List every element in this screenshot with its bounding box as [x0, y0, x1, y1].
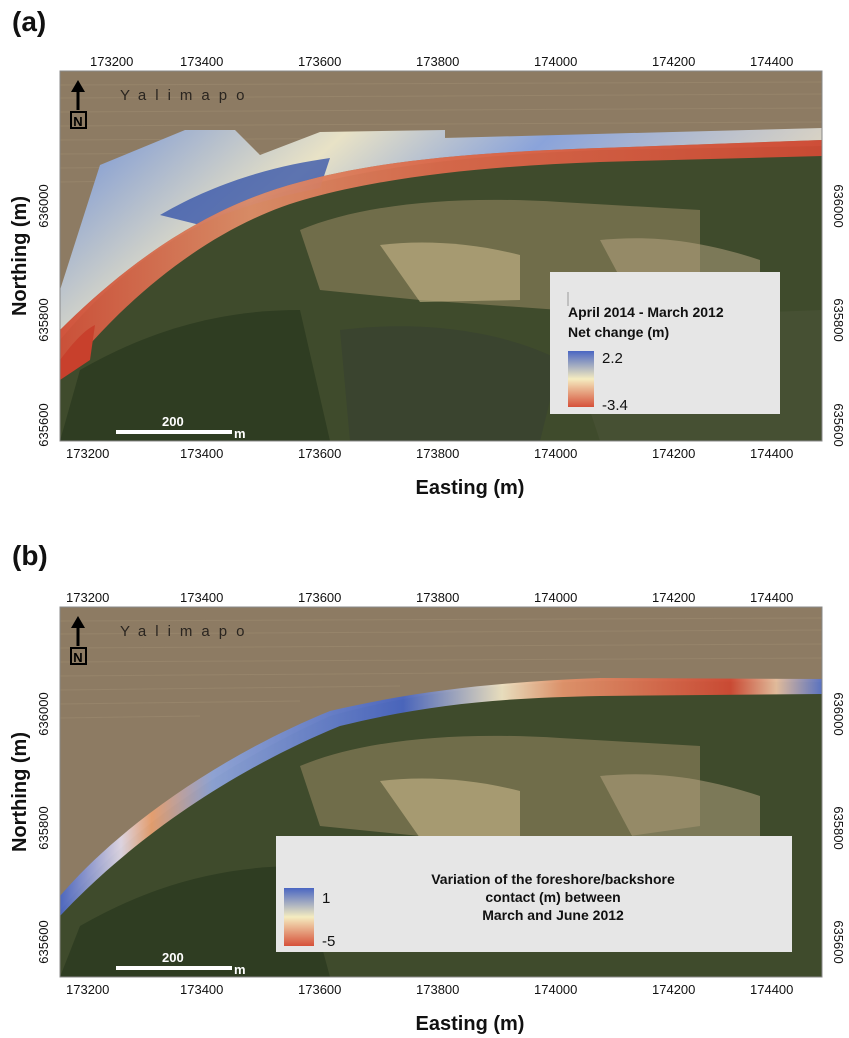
panel-a-map: 173200 173400 173600 173800 174000 17420…	[9, 54, 846, 499]
y-axis-title: Northing (m)	[9, 196, 31, 316]
x-tick-top: 173200	[90, 54, 133, 69]
legend-min: -3.4	[602, 397, 628, 414]
x-tick-bottom: 173800	[416, 446, 459, 461]
x-tick-top: 174400	[750, 54, 793, 69]
legend-subtitle: Net change (m)	[568, 324, 669, 340]
x-tick-top: 173600	[298, 54, 341, 69]
x-tick-top: 173200	[66, 590, 109, 605]
y-tick-left: 635600	[36, 920, 51, 963]
y-tick-left: 636000	[36, 184, 51, 227]
legend-max: 2.2	[602, 350, 623, 367]
legend-subtitle: contact (m) between	[485, 889, 620, 905]
legend-title: April 2014 - March 2012	[568, 304, 724, 320]
north-label: N	[73, 114, 82, 129]
scale-value: 200	[162, 950, 184, 965]
color-ramp	[568, 351, 594, 407]
x-tick-top: 174400	[750, 590, 793, 605]
x-tick-top: 173800	[416, 54, 459, 69]
x-tick-top: 174000	[534, 590, 577, 605]
x-tick-top: 174200	[652, 590, 695, 605]
y-tick-right: 636000	[831, 184, 846, 227]
y-tick-right: 635800	[831, 806, 846, 849]
x-tick-bottom: 174400	[750, 446, 793, 461]
y-tick-left: 635800	[36, 806, 51, 849]
y-tick-right: 635600	[831, 403, 846, 446]
place-name: Yalimapo	[120, 87, 253, 104]
x-tick-top: 173400	[180, 590, 223, 605]
x-tick-bottom: 174000	[534, 982, 577, 997]
y-tick-right: 636000	[831, 692, 846, 735]
x-tick-bottom: 173400	[180, 982, 223, 997]
panel-b-map: 173200 173400 173600 173800 174000 17420…	[9, 590, 846, 1035]
y-axis-title: Northing (m)	[9, 732, 31, 852]
legend-period: March and June 2012	[482, 907, 624, 923]
x-tick-bottom: 173600	[298, 982, 341, 997]
panel-a-letter: (a)	[12, 6, 47, 37]
north-arrow-icon	[70, 616, 87, 665]
x-tick-top: 173400	[180, 54, 223, 69]
scale-bar	[116, 430, 232, 434]
x-tick-bottom: 173400	[180, 446, 223, 461]
place-name: Yalimapo	[120, 623, 253, 640]
x-tick-bottom: 173200	[66, 982, 109, 997]
panel-b-legend: Variation of the foreshore/backshore con…	[276, 836, 792, 952]
x-axis-title: Easting (m)	[416, 477, 525, 499]
legend-max: 1	[322, 890, 330, 907]
scale-value: 200	[162, 414, 184, 429]
x-tick-bottom: 173200	[66, 446, 109, 461]
y-tick-left: 635600	[36, 403, 51, 446]
panel-a-legend: April 2014 - March 2012 Net change (m) 2…	[550, 272, 780, 414]
scale-unit: m	[234, 962, 246, 977]
panel-b-letter: (b)	[12, 540, 48, 571]
x-tick-top: 174200	[652, 54, 695, 69]
color-ramp	[284, 888, 314, 946]
y-tick-left: 636000	[36, 692, 51, 735]
x-tick-bottom: 174000	[534, 446, 577, 461]
y-tick-left: 635800	[36, 298, 51, 341]
north-label: N	[73, 650, 82, 665]
scale-bar	[116, 966, 232, 970]
y-tick-right: 635800	[831, 298, 846, 341]
scale-unit: m	[234, 426, 246, 441]
x-tick-bottom: 174200	[652, 446, 695, 461]
x-tick-top: 174000	[534, 54, 577, 69]
x-tick-bottom: 173800	[416, 982, 459, 997]
x-tick-bottom: 173600	[298, 446, 341, 461]
x-axis-title: Easting (m)	[416, 1013, 525, 1035]
x-tick-bottom: 174400	[750, 982, 793, 997]
x-tick-bottom: 174200	[652, 982, 695, 997]
x-tick-top: 173600	[298, 590, 341, 605]
y-tick-right: 635600	[831, 920, 846, 963]
north-arrow-icon	[70, 80, 87, 129]
legend-title: Variation of the foreshore/backshore	[431, 871, 675, 887]
x-tick-top: 173800	[416, 590, 459, 605]
legend-min: -5	[322, 933, 335, 950]
